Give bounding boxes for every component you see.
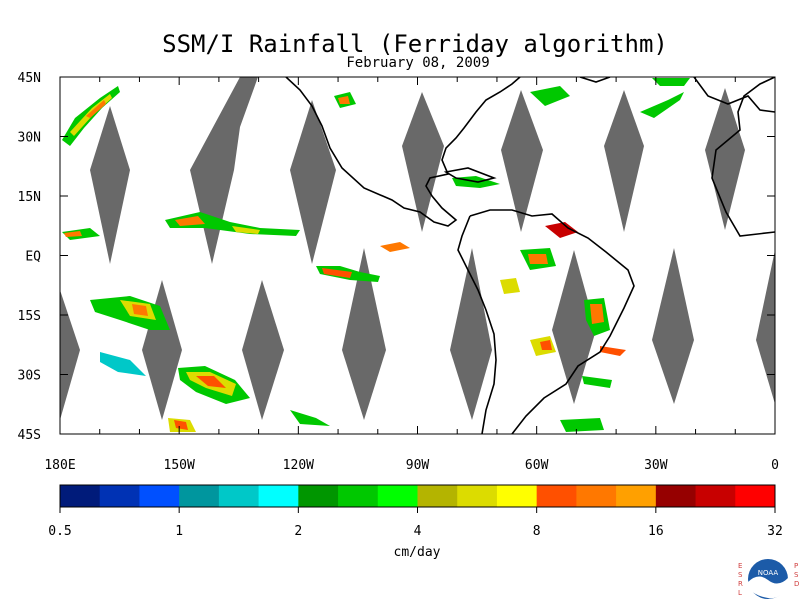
colorbar-tick-label: 4 <box>414 524 422 539</box>
coastline-north-america <box>285 77 521 227</box>
map-date: February 08, 2009 <box>346 55 490 71</box>
colorbar-swatch <box>298 485 339 507</box>
map-title: SSM/I Rainfall (Ferriday algorithm) <box>162 30 668 58</box>
colorbar-swatch <box>179 485 220 507</box>
longitude-axis: 180E 150W 120W 90W 60W 30W 0 <box>44 77 779 473</box>
colorbar-swatch <box>139 485 180 507</box>
rain-patch <box>640 92 684 118</box>
lon-tick-label: 120W <box>283 458 314 473</box>
lon-tick-label: 60W <box>525 458 549 473</box>
rain-patch <box>290 410 330 426</box>
colorbar-swatch <box>616 485 657 507</box>
rain-patch <box>322 268 352 278</box>
colorbar-swatch <box>655 485 697 507</box>
colorbar-tick-label: 8 <box>533 524 541 539</box>
colorbar-swatch <box>258 485 299 507</box>
coastline-greenland-tip <box>579 77 611 83</box>
colorbar-swatch <box>496 485 538 507</box>
lon-tick-label: 30W <box>644 458 668 473</box>
coastline-cuba <box>443 167 497 183</box>
lat-tick-label: 15N <box>18 190 41 205</box>
swath-gap <box>652 248 694 404</box>
rain-patch <box>132 304 148 316</box>
colorbar-tick-label: 16 <box>648 524 664 539</box>
rain-patch <box>380 242 410 252</box>
swath-gap <box>450 248 492 420</box>
rain-patch <box>528 254 548 264</box>
lon-tick-label: 90W <box>406 458 430 473</box>
swath-gap <box>501 90 543 232</box>
colorbar: 0.5 1 2 4 8 16 32 <box>48 484 783 539</box>
rain-patch <box>174 420 188 430</box>
colorbar-swatch <box>60 485 101 507</box>
colorbar-unit-label: cm/day <box>394 545 441 560</box>
rain-patch <box>338 96 350 104</box>
colorbar-swatch <box>417 485 458 507</box>
rain-patch <box>100 352 146 376</box>
colorbar-swatch <box>99 485 140 507</box>
coastline-africa <box>711 77 775 237</box>
swath-gap <box>552 250 596 404</box>
colorbar-swatch <box>695 485 736 507</box>
colorbar-swatch <box>735 485 776 507</box>
map-content <box>60 77 775 434</box>
logo-center-text: NOAA <box>758 569 779 577</box>
latitude-axis: 45N 30N 15N EQ 15S 30S 45S <box>18 71 775 443</box>
lat-tick-label: 15S <box>18 309 41 324</box>
rain-patch <box>64 231 82 237</box>
rain-patch <box>175 216 205 226</box>
colorbar-swatch <box>457 485 498 507</box>
rainfall-patches <box>62 78 690 432</box>
lon-tick-label: 180E <box>44 458 75 473</box>
rain-patch <box>540 340 552 350</box>
colorbar-swatch <box>576 485 617 507</box>
swath-gap <box>90 106 130 264</box>
rain-patch <box>582 376 612 388</box>
rain-patch <box>196 376 226 388</box>
lat-tick-label: 30S <box>18 369 41 384</box>
lat-tick-label: 45N <box>18 71 41 86</box>
rain-patch <box>600 346 626 356</box>
rain-patch <box>530 86 570 106</box>
swath-gap <box>756 250 775 404</box>
swath-gap <box>60 290 80 420</box>
rain-patch <box>590 304 604 324</box>
swath-gap <box>402 92 444 232</box>
colorbar-swatch <box>377 485 418 507</box>
swath-gap <box>604 90 644 232</box>
colorbar-tick-label: 2 <box>294 524 302 539</box>
colorbar-swatch <box>338 485 379 507</box>
swath-gaps <box>60 77 775 420</box>
colorbar-swatch <box>536 485 577 507</box>
lat-tick-label: EQ <box>25 250 41 265</box>
rain-patch <box>545 222 578 238</box>
rain-patch <box>560 418 604 432</box>
colorbar-tick-label: 0.5 <box>48 524 71 539</box>
lat-tick-label: 30N <box>18 131 41 146</box>
lon-tick-label: 0 <box>771 458 779 473</box>
swath-gap <box>342 248 386 420</box>
rain-patch <box>652 78 690 86</box>
lon-tick-label: 150W <box>164 458 195 473</box>
coastlines <box>285 77 775 434</box>
swath-gap <box>242 280 284 420</box>
rain-patch <box>86 100 106 118</box>
colorbar-tick-label: 32 <box>767 524 783 539</box>
rain-patch <box>232 226 260 234</box>
coastline-south-america <box>457 209 635 434</box>
colorbar-tick-label: 1 <box>175 524 183 539</box>
swath-gap <box>290 100 336 264</box>
lat-tick-label: 45S <box>18 428 41 443</box>
coastline-greenland-europe <box>693 77 775 113</box>
colorbar-swatch <box>218 485 260 507</box>
swath-gap <box>705 88 745 230</box>
rain-patch <box>500 278 520 294</box>
